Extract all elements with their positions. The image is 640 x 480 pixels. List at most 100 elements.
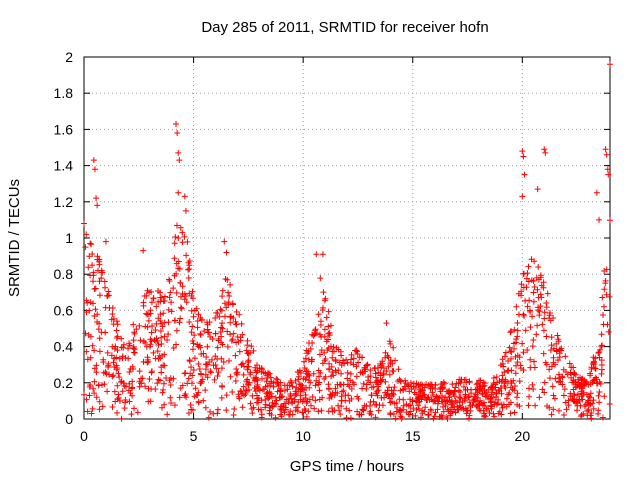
data-point (184, 380, 191, 387)
data-point (440, 403, 447, 410)
data-point (466, 378, 473, 385)
data-point (429, 392, 436, 399)
data-point (219, 320, 226, 327)
data-point (102, 304, 109, 311)
data-point (318, 347, 325, 354)
data-point (236, 348, 243, 355)
data-point (292, 377, 299, 384)
data-point (603, 266, 610, 273)
data-point (258, 414, 265, 421)
data-point (287, 392, 294, 399)
data-point (247, 369, 254, 376)
data-point (522, 327, 529, 334)
data-point (405, 411, 412, 418)
data-point (129, 384, 136, 391)
data-point (158, 334, 165, 341)
data-point (147, 307, 154, 314)
data-point (322, 355, 329, 362)
data-point (222, 275, 229, 282)
data-point (188, 329, 195, 336)
data-point (335, 346, 342, 353)
data-point (197, 330, 204, 337)
data-point (317, 351, 324, 358)
data-point (574, 407, 581, 414)
data-point (514, 401, 521, 408)
data-point (508, 348, 515, 355)
data-point (195, 389, 202, 396)
data-point (577, 382, 584, 389)
data-point (153, 303, 160, 310)
data-point (127, 365, 134, 372)
data-point (142, 323, 149, 330)
data-point (546, 375, 553, 382)
data-point (538, 294, 545, 301)
data-point (606, 293, 613, 300)
data-point (121, 405, 128, 412)
data-point (168, 308, 175, 315)
data-point (94, 319, 101, 326)
data-point (223, 392, 230, 399)
data-point (597, 346, 604, 353)
data-point (334, 390, 341, 397)
data-point (447, 399, 454, 406)
data-point (353, 373, 360, 380)
data-point (185, 375, 192, 382)
data-point (137, 337, 144, 344)
data-point (218, 365, 225, 372)
data-point (587, 390, 594, 397)
y-tick-label: 0.6 (54, 302, 74, 318)
data-point (155, 376, 162, 383)
data-point (520, 153, 527, 160)
data-point (111, 388, 118, 395)
data-point (227, 319, 234, 326)
data-point (91, 378, 98, 385)
data-point (332, 356, 339, 363)
data-point (224, 343, 231, 350)
data-point (147, 341, 154, 348)
data-point (187, 402, 194, 409)
data-point (167, 289, 174, 296)
data-point (507, 329, 514, 336)
data-point (390, 387, 397, 394)
data-point (181, 370, 188, 377)
data-point (596, 399, 603, 406)
data-point (225, 301, 232, 308)
data-point (541, 309, 548, 316)
data-point (173, 327, 180, 334)
data-point (495, 410, 502, 417)
data-point (587, 372, 594, 379)
data-point (91, 347, 98, 354)
data-point (191, 332, 198, 339)
data-point (159, 323, 166, 330)
data-point (259, 386, 266, 393)
data-point (348, 351, 355, 358)
data-point (413, 406, 420, 413)
data-point (443, 413, 450, 420)
data-point (145, 317, 152, 324)
data-point (245, 357, 252, 364)
data-point (344, 369, 351, 376)
data-point (542, 149, 549, 156)
data-point (427, 406, 434, 413)
data-point (212, 362, 219, 369)
data-point (284, 382, 291, 389)
data-point (316, 387, 323, 394)
data-point (176, 265, 183, 272)
data-point (200, 397, 207, 404)
data-point (595, 349, 602, 356)
data-point (393, 399, 400, 406)
data-point (189, 337, 196, 344)
data-point (264, 389, 271, 396)
y-tick-label: 0.4 (54, 339, 74, 355)
data-point (95, 256, 102, 263)
data-point (540, 327, 547, 334)
data-point (566, 360, 573, 367)
data-point (248, 343, 255, 350)
data-point (317, 275, 324, 282)
data-point (534, 186, 541, 193)
data-point (114, 347, 121, 354)
data-point (480, 383, 487, 390)
data-point (173, 260, 180, 267)
axis-ticks: 00.20.40.60.811.21.41.61.820 5 10 15 20 (54, 49, 610, 444)
data-point (603, 151, 610, 158)
